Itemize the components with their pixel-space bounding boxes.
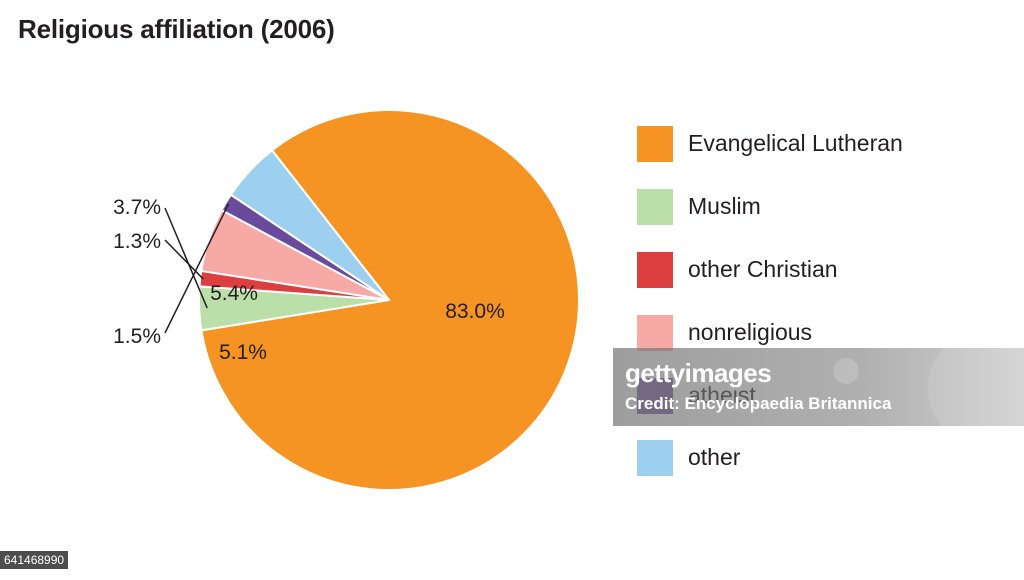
legend-swatch xyxy=(637,252,673,288)
legend-label: Evangelical Lutheran xyxy=(688,130,903,156)
data-label-other: 5.1% xyxy=(219,341,267,364)
legend-swatch xyxy=(637,189,673,225)
legend-item-evangelical-lutheran: Evangelical Lutheran xyxy=(637,126,967,162)
watermark-banner: gettyimages Credit: Encyclopaedia Britan… xyxy=(613,348,1024,426)
data-label-atheist: 1.5% xyxy=(113,325,161,348)
legend-swatch xyxy=(637,126,673,162)
data-label-muslim: 3.7% xyxy=(113,196,161,219)
legend-label: other xyxy=(688,444,741,470)
pie-slice-evangelical-lutheran xyxy=(200,109,580,491)
data-label-nonreligious: 5.4% xyxy=(210,282,258,305)
legend-item-muslim: Muslim xyxy=(637,189,967,225)
data-label-evangelical-lutheran: 83.0% xyxy=(445,300,505,323)
pie-slice-other xyxy=(229,148,390,301)
image-id-badge: 641468990 xyxy=(0,551,69,569)
legend-item-nonreligious: nonreligious xyxy=(637,315,967,351)
legend-item-other-christian: other Christian xyxy=(637,252,967,288)
legend-swatch xyxy=(637,315,673,351)
watermark-credit: Credit: Encyclopaedia Britannica xyxy=(625,394,892,413)
legend-label: nonreligious xyxy=(688,319,813,345)
watermark-decoration xyxy=(928,348,1024,426)
watermark-decoration xyxy=(833,358,859,384)
leader-line-muslim xyxy=(164,207,208,309)
legend-item-other: other xyxy=(637,440,967,476)
legend-swatch xyxy=(637,440,673,476)
leader-line-other-christian xyxy=(164,239,204,280)
leader-line-atheist xyxy=(164,203,230,334)
chart-title: Religious affiliation (2006) xyxy=(18,14,335,44)
legend-label: other Christian xyxy=(688,256,838,282)
data-label-other-christian: 1.3% xyxy=(113,230,161,253)
legend-label: Muslim xyxy=(688,193,761,219)
watermark-brand: gettyimages xyxy=(625,358,772,388)
